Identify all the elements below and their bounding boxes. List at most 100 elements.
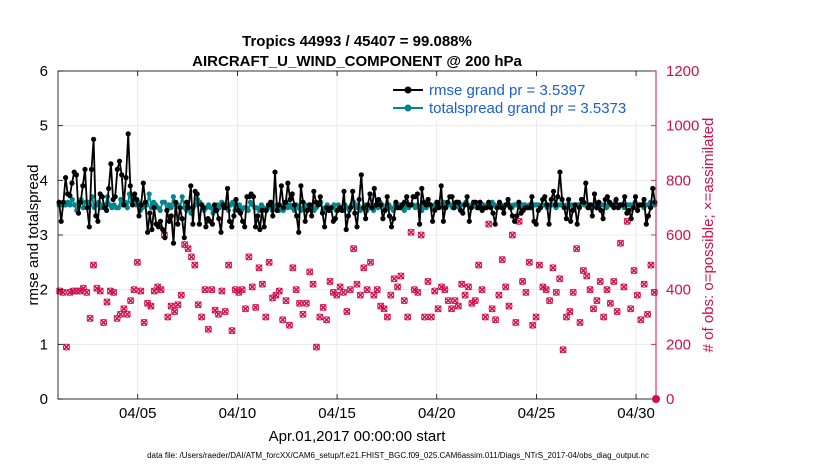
obs-possible-marker — [569, 288, 577, 296]
obs-possible-marker — [380, 305, 388, 313]
obs-assimilated-marker — [312, 343, 320, 351]
obs-assimilated-marker — [292, 286, 300, 294]
obs-assimilated-marker — [245, 253, 253, 261]
obs-possible-marker — [417, 231, 425, 239]
rmse-point — [287, 196, 293, 203]
obs-possible-marker — [492, 316, 500, 324]
y-right-tick-label: 600 — [666, 227, 691, 244]
obs-possible-marker — [319, 303, 327, 311]
obs-possible-marker — [535, 261, 543, 269]
rmse-point — [561, 205, 567, 211]
obs-assimilated-marker — [630, 267, 638, 275]
obs-possible-marker — [272, 291, 280, 299]
obs-possible-marker — [610, 277, 618, 285]
obs-assimilated-marker — [218, 287, 226, 295]
obs-markers — [56, 217, 658, 354]
x-tick-label: 04/05 — [119, 405, 157, 422]
rmse-point — [175, 221, 181, 227]
obs-assimilated-marker — [238, 286, 246, 294]
rmse-point — [473, 199, 479, 205]
obs-assimilated-marker — [397, 272, 405, 280]
rmse-point — [382, 207, 388, 213]
obs-possible-marker — [198, 313, 206, 321]
obs-possible-marker — [238, 286, 246, 294]
y-right-tick-label: 0 — [666, 391, 674, 408]
totalspread-point — [162, 199, 168, 205]
rmse-point — [136, 213, 142, 219]
obs-possible-marker — [589, 305, 597, 313]
rmse-point — [259, 207, 265, 213]
rmse-point — [483, 205, 490, 211]
obs-possible-marker — [201, 286, 209, 294]
rmse-point — [179, 216, 185, 222]
obs-assimilated-marker — [508, 231, 516, 239]
legend-rmse-label: rmse grand pr = 3.5397 — [429, 82, 585, 99]
y-left-tick-label: 3 — [40, 227, 48, 244]
obs-possible-marker — [404, 313, 412, 321]
obs-possible-marker — [221, 308, 229, 316]
chart-subtitle: AIRCRAFT_U_WIND_COMPONENT @ 200 hPa — [192, 53, 522, 70]
obs-possible-marker — [613, 308, 621, 316]
obs-assimilated-marker — [252, 303, 260, 311]
rmse-point — [401, 199, 408, 205]
rmse-point — [306, 202, 313, 208]
rmse-point — [572, 202, 578, 208]
rmse-point — [529, 194, 535, 200]
rmse-point — [233, 196, 239, 203]
rmse-point — [388, 224, 395, 230]
rmse-point — [304, 207, 310, 213]
obs-possible-marker — [302, 299, 310, 307]
obs-possible-marker — [373, 286, 381, 294]
obs-assimilated-marker — [285, 321, 293, 329]
obs-assimilated-marker — [306, 268, 314, 276]
obs-possible-marker — [326, 277, 334, 285]
obs-possible-marker — [150, 287, 158, 295]
rmse-point — [425, 196, 431, 203]
obs-assimilated-marker — [583, 272, 591, 280]
x-tick-label: 04/20 — [418, 405, 456, 422]
rmse-point — [127, 183, 133, 189]
rmse-point — [151, 205, 157, 211]
rmse-point — [641, 196, 647, 203]
obs-assimilated-marker — [316, 313, 324, 321]
x-axis-label: Apr.01,2017 00:00:00 start — [269, 428, 447, 445]
obs-possible-marker — [630, 267, 638, 275]
rmse-point — [60, 199, 66, 205]
rmse-point — [440, 218, 446, 224]
y-left-tick-label: 4 — [40, 172, 48, 189]
obs-assimilated-marker — [390, 275, 398, 283]
rmse-point — [231, 213, 237, 219]
rmse-point — [648, 205, 654, 211]
obs-assimilated-marker — [198, 313, 206, 321]
totalspread-point — [71, 202, 78, 208]
obs-possible-marker — [214, 310, 222, 318]
rmse-point — [589, 213, 595, 219]
rmse-point — [270, 213, 276, 219]
rmse-point — [300, 199, 306, 205]
obs-assimilated-marker — [137, 287, 145, 295]
rmse-point — [78, 199, 84, 205]
obs-assimilated-marker — [559, 346, 567, 354]
obs-assimilated-marker — [241, 305, 250, 313]
obs-assimilated-marker — [529, 321, 537, 329]
legend-rmse-marker — [404, 86, 412, 94]
totalspread-point — [168, 205, 174, 211]
obs-assimilated-marker — [204, 325, 212, 333]
chart-title: Tropics 44993 / 45407 = 99.088% — [242, 33, 472, 50]
rmse-point — [604, 194, 611, 200]
rmse-point — [294, 213, 300, 219]
obs-possible-marker — [475, 261, 483, 269]
obs-assimilated-marker — [123, 310, 131, 318]
totalspread-point — [115, 205, 122, 211]
rmse-point — [272, 169, 278, 175]
rmse-point — [283, 199, 289, 205]
obs-assimilated-marker — [299, 310, 307, 318]
rmse-point — [598, 207, 604, 213]
rmse-point — [319, 210, 326, 216]
rmse-point — [73, 172, 79, 178]
obs-possible-marker — [350, 245, 358, 253]
rmse-point — [505, 196, 511, 203]
rmse-point — [378, 202, 384, 208]
rmse-point — [132, 191, 138, 197]
